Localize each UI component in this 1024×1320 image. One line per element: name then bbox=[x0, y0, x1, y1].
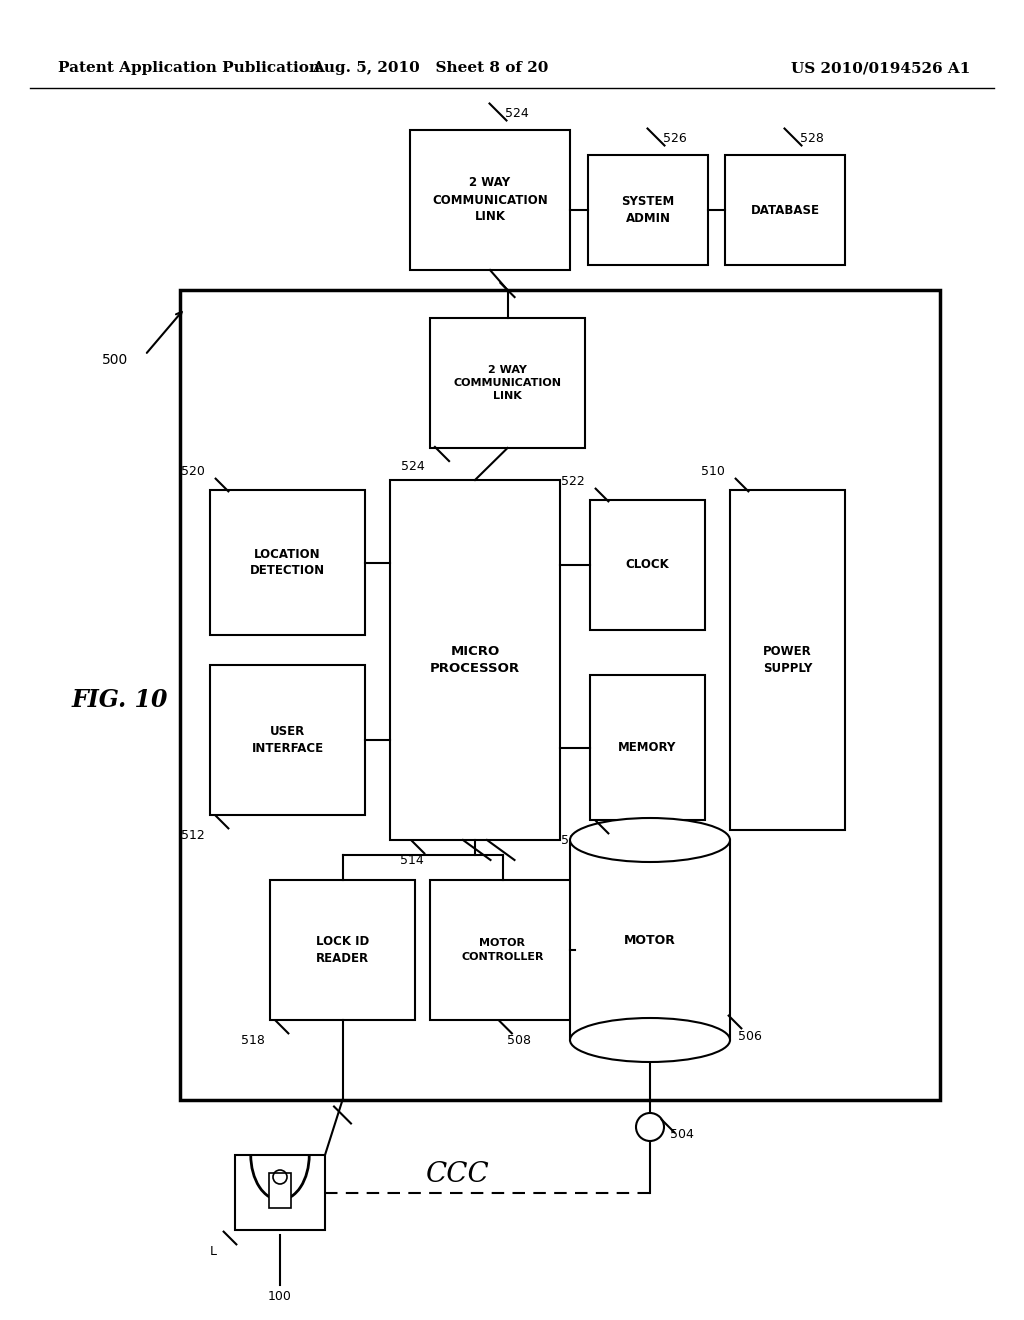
Bar bbox=[725, 154, 845, 265]
Bar bbox=[234, 1155, 325, 1230]
Text: CLOCK: CLOCK bbox=[626, 558, 670, 572]
Text: 2 WAY
COMMUNICATION
LINK: 2 WAY COMMUNICATION LINK bbox=[432, 177, 548, 223]
Bar bbox=[430, 318, 585, 447]
Text: SYSTEM
ADMIN: SYSTEM ADMIN bbox=[622, 195, 675, 224]
Text: Aug. 5, 2010   Sheet 8 of 20: Aug. 5, 2010 Sheet 8 of 20 bbox=[312, 61, 548, 75]
Bar bbox=[570, 840, 730, 1040]
Bar bbox=[210, 665, 365, 814]
Bar bbox=[730, 490, 845, 830]
Text: LOCK ID
READER: LOCK ID READER bbox=[315, 935, 369, 965]
Bar bbox=[590, 675, 705, 820]
Text: 500: 500 bbox=[102, 352, 128, 367]
Text: L: L bbox=[210, 1245, 217, 1258]
Ellipse shape bbox=[570, 1018, 730, 1063]
Text: 516: 516 bbox=[561, 834, 585, 847]
Bar bbox=[410, 129, 570, 271]
Text: 522: 522 bbox=[561, 475, 585, 488]
Bar bbox=[270, 880, 415, 1020]
Text: LOCATION
DETECTION: LOCATION DETECTION bbox=[250, 548, 325, 578]
Bar bbox=[588, 154, 708, 265]
Text: MOTOR
CONTROLLER: MOTOR CONTROLLER bbox=[461, 939, 544, 961]
Text: 2 WAY
COMMUNICATION
LINK: 2 WAY COMMUNICATION LINK bbox=[454, 364, 561, 401]
Text: DATABASE: DATABASE bbox=[751, 203, 819, 216]
Bar bbox=[210, 490, 365, 635]
Text: 512: 512 bbox=[181, 829, 205, 842]
Text: MICRO
PROCESSOR: MICRO PROCESSOR bbox=[430, 645, 520, 675]
Bar bbox=[269, 1173, 291, 1208]
Text: MOTOR: MOTOR bbox=[624, 933, 676, 946]
Text: 510: 510 bbox=[701, 465, 725, 478]
Bar bbox=[430, 880, 575, 1020]
Text: 526: 526 bbox=[663, 132, 687, 145]
Bar bbox=[180, 290, 940, 1100]
Text: 524: 524 bbox=[401, 459, 425, 473]
Text: 528: 528 bbox=[800, 132, 824, 145]
Text: 524: 524 bbox=[505, 107, 528, 120]
Text: 518: 518 bbox=[241, 1034, 265, 1047]
Text: 520: 520 bbox=[181, 465, 205, 478]
Text: 504: 504 bbox=[670, 1127, 694, 1140]
Text: USER
INTERFACE: USER INTERFACE bbox=[252, 725, 324, 755]
Text: 508: 508 bbox=[508, 1034, 531, 1047]
Text: Patent Application Publication: Patent Application Publication bbox=[58, 61, 319, 75]
Text: FIG. 10: FIG. 10 bbox=[72, 688, 169, 711]
Text: MEMORY: MEMORY bbox=[618, 741, 677, 754]
Text: US 2010/0194526 A1: US 2010/0194526 A1 bbox=[791, 61, 970, 75]
Text: POWER
SUPPLY: POWER SUPPLY bbox=[763, 645, 812, 675]
Ellipse shape bbox=[570, 818, 730, 862]
Bar bbox=[590, 500, 705, 630]
Text: 506: 506 bbox=[738, 1030, 762, 1043]
Text: 514: 514 bbox=[400, 854, 424, 867]
Text: 100: 100 bbox=[268, 1290, 292, 1303]
Bar bbox=[390, 480, 560, 840]
Text: CCC: CCC bbox=[426, 1160, 489, 1188]
